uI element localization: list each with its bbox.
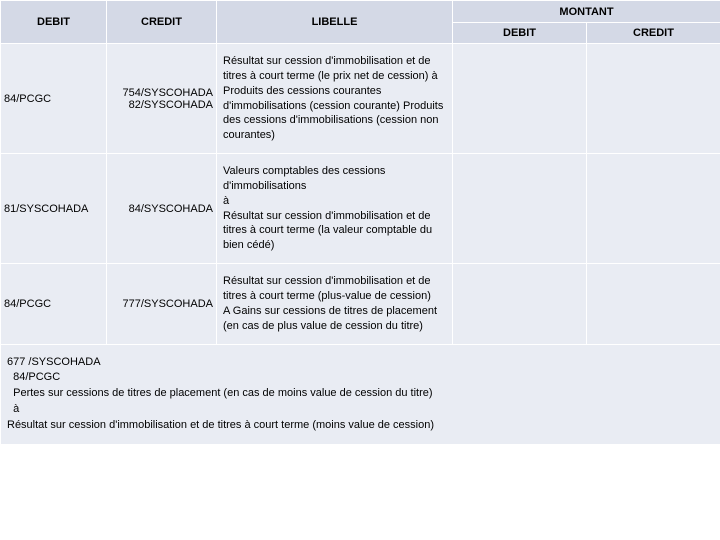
header-credit: CREDIT bbox=[107, 1, 217, 44]
cell-credit: 777/SYSCOHADA bbox=[107, 264, 217, 344]
table-row: 81/SYSCOHADA 84/SYSCOHADA Valeurs compta… bbox=[1, 154, 720, 264]
table-row: 84/PCGC 754/SYSCOHADA 82/SYSCOHADA Résul… bbox=[1, 44, 720, 154]
cell-mdebit bbox=[453, 264, 587, 344]
header-libelle: LIBELLE bbox=[217, 1, 453, 44]
cell-mdebit bbox=[453, 44, 587, 154]
header-montant-credit: CREDIT bbox=[587, 23, 720, 44]
cell-mcredit bbox=[587, 264, 720, 344]
cell-libelle: Résultat sur cession d'immobilisation et… bbox=[217, 44, 453, 154]
cell-debit: 84/PCGC bbox=[1, 264, 107, 344]
cell-debit: 81/SYSCOHADA bbox=[1, 154, 107, 264]
header-montant: MONTANT bbox=[453, 1, 720, 23]
table-row-merged: 677 /SYSCOHADA 84/PCGC Pertes sur cessio… bbox=[1, 344, 720, 445]
header-row-1: DEBIT CREDIT LIBELLE MONTANT bbox=[1, 1, 720, 23]
table-row: 84/PCGC 777/SYSCOHADA Résultat sur cessi… bbox=[1, 264, 720, 344]
cell-libelle: Valeurs comptables des cessions d'immobi… bbox=[217, 154, 453, 264]
cell-mcredit bbox=[587, 154, 720, 264]
cell-credit: 84/SYSCOHADA bbox=[107, 154, 217, 264]
accounting-table: DEBIT CREDIT LIBELLE MONTANT DEBIT CREDI… bbox=[0, 0, 720, 445]
header-debit: DEBIT bbox=[1, 1, 107, 44]
cell-debit: 84/PCGC bbox=[1, 44, 107, 154]
cell-credit: 754/SYSCOHADA 82/SYSCOHADA bbox=[107, 44, 217, 154]
header-montant-debit: DEBIT bbox=[453, 23, 587, 44]
cell-mdebit bbox=[453, 154, 587, 264]
cell-mcredit bbox=[587, 44, 720, 154]
cell-libelle: Résultat sur cession d'immobilisation et… bbox=[217, 264, 453, 344]
cell-merged: 677 /SYSCOHADA 84/PCGC Pertes sur cessio… bbox=[1, 344, 720, 445]
